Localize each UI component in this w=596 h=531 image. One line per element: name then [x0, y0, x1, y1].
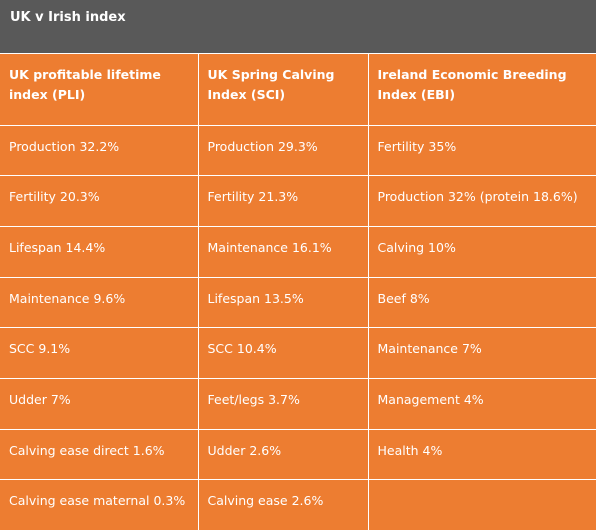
table-row: SCC 9.1% SCC 10.4% Maintenance 7% [0, 327, 596, 379]
table-cell-pli: Calving ease maternal 0.3% [0, 479, 199, 531]
table-cell-pli: Calving ease direct 1.6% [0, 428, 199, 481]
table-cell-sci: Calving ease 2.6% [197, 479, 369, 531]
table-cell-pli: Maintenance 9.6% [0, 276, 199, 329]
header-row: UK profitable lifetime index (PLI) UK Sp… [0, 54, 596, 126]
table-row: Maintenance 9.6% Lifespan 13.5% Beef 8% [0, 276, 596, 329]
table-cell-ebi: Maintenance 7% [367, 327, 596, 379]
table-cell-ebi: Management 4% [367, 377, 596, 430]
table-cell-pli: SCC 9.1% [0, 327, 199, 379]
table-row: Calving ease maternal 0.3% Calving ease … [0, 479, 596, 531]
table-cell-sci: SCC 10.4% [197, 327, 369, 379]
table-title: UK v Irish index [10, 10, 126, 25]
column-header-sci: UK Spring Calving Index (SCI) [197, 54, 369, 126]
table-cell-pli: Udder 7% [0, 377, 199, 430]
table-row: Production 32.2% Production 29.3% Fertil… [0, 124, 596, 177]
table-row: Calving ease direct 1.6% Udder 2.6% Heal… [0, 428, 596, 481]
title-bar: UK v Irish index [0, 0, 596, 54]
table-cell-ebi [367, 479, 596, 531]
table-cell-ebi: Health 4% [367, 428, 596, 481]
table-cell-sci: Maintenance 16.1% [197, 225, 369, 278]
table-cell-ebi: Beef 8% [367, 276, 596, 329]
column-header-ebi: Ireland Economic Breeding Index (EBI) [367, 54, 596, 126]
table-cell-sci: Production 29.3% [197, 124, 369, 177]
table-cell-sci: Udder 2.6% [197, 428, 369, 481]
table-cell-pli: Lifespan 14.4% [0, 225, 199, 278]
table-row: Fertility 20.3% Fertility 21.3% Producti… [0, 175, 596, 227]
table-cell-ebi: Production 32% (protein 18.6%) [367, 175, 596, 227]
table-cell-pli: Production 32.2% [0, 124, 199, 177]
column-header-pli: UK profitable lifetime index (PLI) [0, 54, 199, 126]
table-cell-sci: Lifespan 13.5% [197, 276, 369, 329]
table-cell-sci: Feet/legs 3.7% [197, 377, 369, 430]
table-cell-pli: Fertility 20.3% [0, 175, 199, 227]
table-row: Udder 7% Feet/legs 3.7% Management 4% [0, 377, 596, 430]
index-comparison-table: UK profitable lifetime index (PLI) UK Sp… [0, 54, 596, 531]
table-cell-sci: Fertility 21.3% [197, 175, 369, 227]
table-cell-ebi: Calving 10% [367, 225, 596, 278]
table-cell-ebi: Fertility 35% [367, 124, 596, 177]
table-row: Lifespan 14.4% Maintenance 16.1% Calving… [0, 225, 596, 278]
